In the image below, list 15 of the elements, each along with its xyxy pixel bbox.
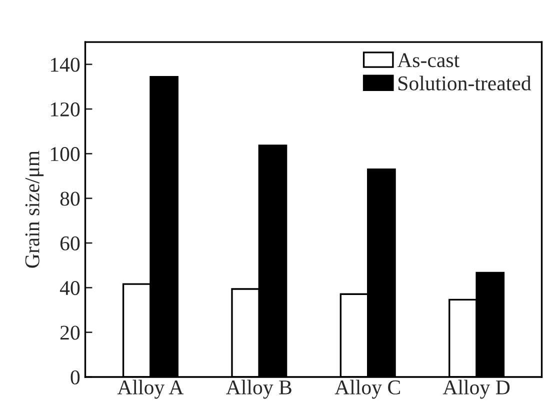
- y-axis-title: Grain size/μm: [25, 150, 44, 268]
- x-tick-label: Alloy A: [117, 380, 184, 399]
- y-tick-label: 60: [60, 236, 80, 250]
- y-tick-label: 80: [60, 192, 80, 206]
- y-tick-label: 0: [70, 370, 80, 384]
- y-tick-label: 20: [60, 326, 80, 340]
- x-tick-label: Alloy C: [334, 380, 400, 399]
- y-tick-label: 40: [60, 281, 80, 296]
- legend-label: Solution-treated: [398, 76, 532, 90]
- x-tick-label: Alloy D: [442, 380, 510, 399]
- x-tick-label: Alloy B: [226, 380, 292, 399]
- y-tick-label: 120: [50, 102, 80, 116]
- y-tick-label: 140: [50, 58, 80, 72]
- legend-label: As-cast: [397, 53, 460, 68]
- y-tick-label: 100: [50, 147, 80, 162]
